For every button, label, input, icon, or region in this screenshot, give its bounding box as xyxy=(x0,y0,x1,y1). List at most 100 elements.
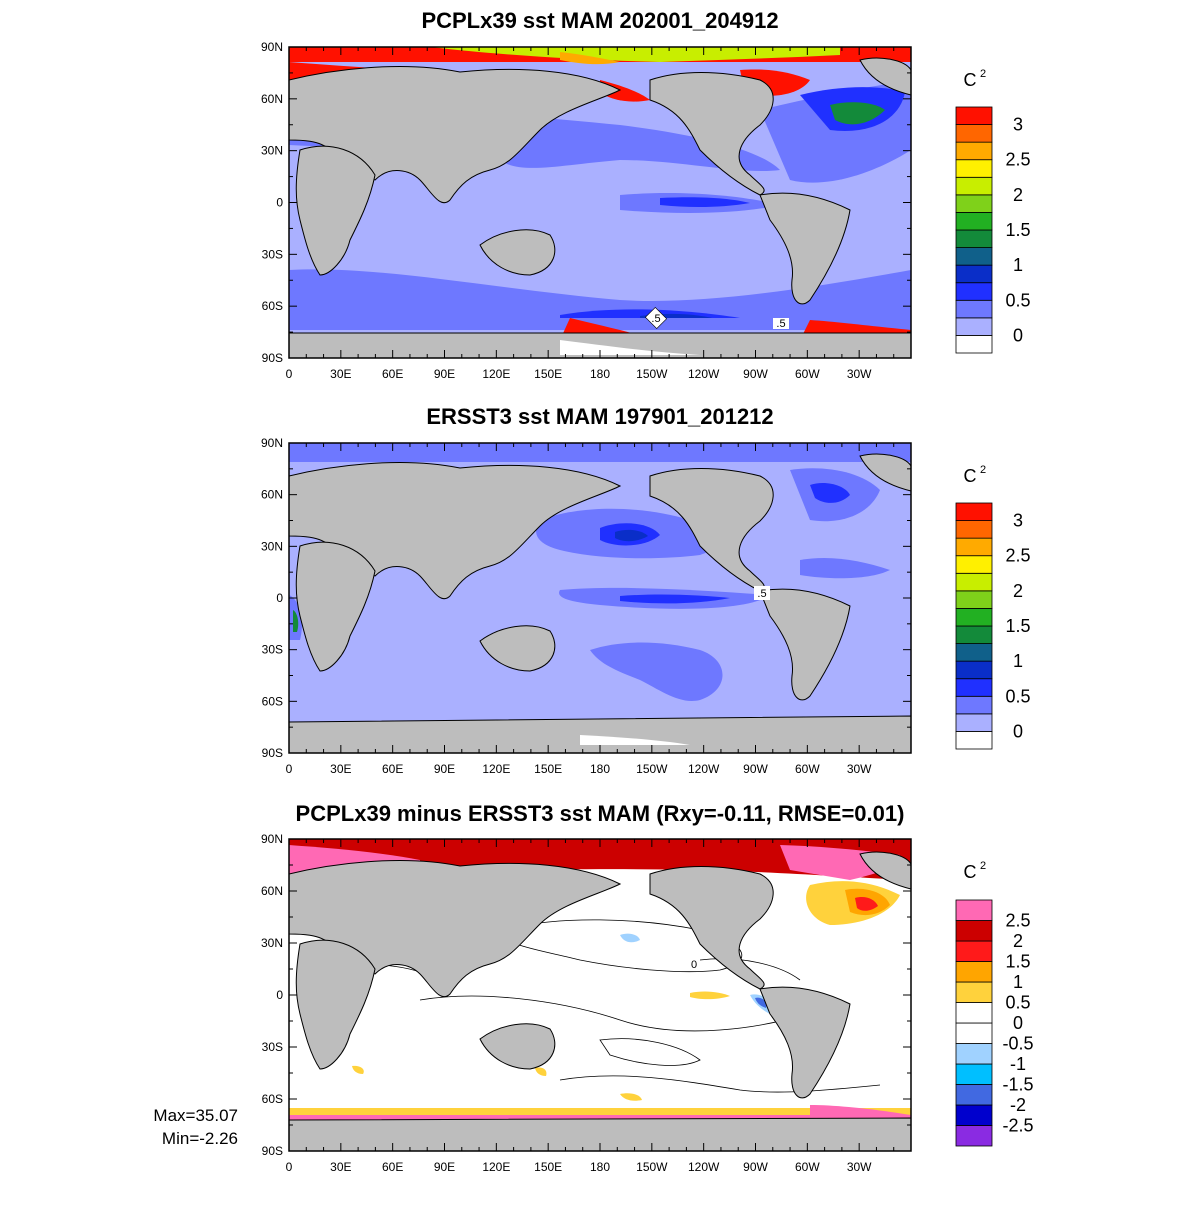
panel-title: ERSST3 sst MAM 197901_201212 xyxy=(426,404,773,429)
colorbar-swatch xyxy=(955,678,993,697)
lat-tick-label: 60N xyxy=(261,884,283,898)
colorbar-swatch xyxy=(955,1084,993,1106)
colorbar-label: 1.5 xyxy=(1005,616,1030,636)
colorbar-swatch xyxy=(955,555,993,574)
map-area: .5 .5 xyxy=(289,47,911,358)
lat-axis: 90N 60N 30N 0 30S 60S 90S xyxy=(261,436,911,760)
colorbar-swatch xyxy=(955,608,993,627)
lon-tick-label: 60W xyxy=(795,1160,820,1174)
lat-tick-label: 60S xyxy=(262,1092,283,1106)
lon-tick-label: 0 xyxy=(286,1160,293,1174)
colorbar-swatch xyxy=(955,282,993,301)
colorbar-swatch xyxy=(955,247,993,266)
colorbar-label: 2.5 xyxy=(1005,911,1030,931)
lon-tick-label: 120W xyxy=(688,762,720,776)
lat-tick-label: 0 xyxy=(276,591,283,605)
colorbar-label: 3 xyxy=(1013,115,1023,135)
colorbar-unit: C xyxy=(964,466,977,486)
colorbar-unit: C xyxy=(964,70,977,90)
land xyxy=(289,453,911,753)
map-area: .5 xyxy=(289,443,911,753)
lon-tick-label: 30W xyxy=(847,762,872,776)
colorbar-swatch xyxy=(955,1063,993,1085)
colorbar-swatch xyxy=(955,713,993,732)
colorbar-swatch xyxy=(955,643,993,662)
lat-axis: 90N 60N 30N 0 30S 60S 90S xyxy=(261,40,911,365)
colorbar-swatch xyxy=(955,1002,993,1024)
lon-tick-label: 120W xyxy=(688,367,720,381)
lon-tick-label: 180 xyxy=(590,367,610,381)
colorbar-label: 0.5 xyxy=(1005,993,1030,1013)
lon-tick-label: 30E xyxy=(330,1160,351,1174)
lon-tick-label: 150E xyxy=(534,1160,562,1174)
sea-ice-gap xyxy=(560,340,700,355)
lon-tick-label: 120E xyxy=(482,367,510,381)
lat-tick-label: 60N xyxy=(261,92,283,106)
panel-3: PCPLx39 minus ERSST3 sst MAM (Rxy=-0.11,… xyxy=(261,801,1034,1174)
lon-tick-label: 30W xyxy=(847,367,872,381)
lon-tick-label: 60W xyxy=(795,367,820,381)
colorbar-swatch xyxy=(955,317,993,336)
lat-tick-label: 90N xyxy=(261,832,283,846)
lat-tick-label: 30N xyxy=(261,936,283,950)
lat-tick-label: 90S xyxy=(262,1144,283,1158)
contour-label: .5 xyxy=(651,313,660,325)
lon-tick-label: 120W xyxy=(688,1160,720,1174)
panel-2: ERSST3 sst MAM 197901_201212 xyxy=(261,404,1031,776)
lon-tick-label: 150W xyxy=(636,762,668,776)
colorbar-swatch xyxy=(955,1125,993,1147)
colorbar-swatch xyxy=(955,1104,993,1126)
contour-label: .5 xyxy=(776,318,785,330)
colorbar-unit-superscript: 2 xyxy=(980,68,986,80)
colorbar-unit-superscript: 2 xyxy=(980,464,986,476)
contour-label: 0 xyxy=(691,959,697,971)
contour-labels: 0 xyxy=(688,957,700,971)
lon-tick-label: 30E xyxy=(330,762,351,776)
colorbar-label: -2 xyxy=(1010,1095,1026,1115)
lat-tick-label: 30S xyxy=(262,643,283,657)
lon-axis: 0 30E 60E 90E 120E 150E 180 150W 120W 90W 60W 30W xyxy=(286,47,912,381)
lat-tick-label: 0 xyxy=(276,196,283,210)
min-value: Min=-2.26 xyxy=(161,1129,238,1148)
lat-tick-label: 90S xyxy=(262,746,283,760)
lat-tick-label: 60S xyxy=(262,299,283,313)
colorbar-unit-superscript: 2 xyxy=(980,860,986,872)
colorbar-swatch xyxy=(955,335,993,354)
lon-tick-label: 60E xyxy=(382,367,403,381)
lat-tick-label: 30N xyxy=(261,144,283,158)
lon-tick-label: 90W xyxy=(743,762,768,776)
colorbar-swatch xyxy=(955,1043,993,1065)
stats-box: Max=35.07 Min=-2.26 xyxy=(128,1104,238,1150)
colorbar-label: 0 xyxy=(1013,325,1023,345)
panel-title: PCPLx39 minus ERSST3 sst MAM (Rxy=-0.11,… xyxy=(296,801,905,826)
panel-1: PCPLx39 sst MAM 202001_204912 xyxy=(261,8,1031,381)
colorbar-label: 1.5 xyxy=(1005,952,1030,972)
lat-tick-label: 30S xyxy=(262,1040,283,1054)
lon-tick-label: 90W xyxy=(743,1160,768,1174)
lat-tick-label: 90N xyxy=(261,40,283,54)
land xyxy=(289,57,911,358)
colorbar-swatch xyxy=(955,502,993,521)
colorbar-swatch xyxy=(955,212,993,231)
colorbar-swatch xyxy=(955,695,993,715)
contour-labels: .5 xyxy=(754,586,770,600)
colorbar-swatch xyxy=(955,572,993,592)
lat-tick-label: 0 xyxy=(276,988,283,1002)
lon-tick-label: 120E xyxy=(482,1160,510,1174)
colorbar: 00.511.522.53C 2 xyxy=(955,68,1031,354)
lon-tick-label: 90E xyxy=(434,762,455,776)
colorbar-swatch xyxy=(955,141,993,161)
colorbar-label: 1 xyxy=(1013,255,1023,275)
lon-tick-label: 0 xyxy=(286,762,293,776)
colorbar-swatch xyxy=(955,537,993,557)
lon-tick-label: 150E xyxy=(534,367,562,381)
colorbar-label: -1.5 xyxy=(1002,1075,1033,1095)
colorbar-label: 0.5 xyxy=(1005,290,1030,310)
colorbar-swatch xyxy=(955,899,993,921)
colorbar-swatch xyxy=(955,660,993,680)
colorbar-label: 1 xyxy=(1013,972,1023,992)
lon-axis: 0 30E 60E 90E 120E 150E 180 150W 120W 90W 60W 30W xyxy=(286,839,912,1174)
colorbar-swatch xyxy=(955,625,993,644)
colorbar-label: -0.5 xyxy=(1002,1034,1033,1054)
